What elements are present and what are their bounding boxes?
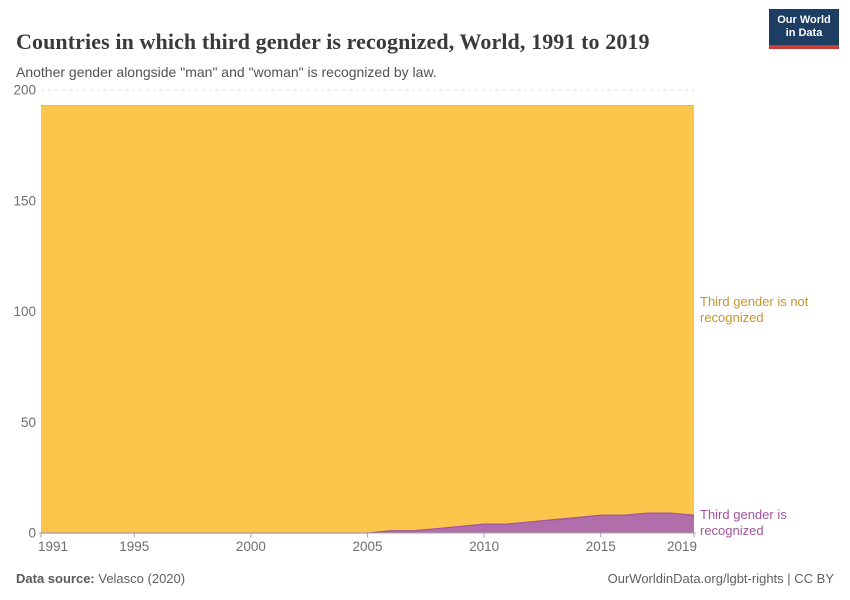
x-tick-label-1991: 1991: [38, 539, 68, 554]
chart-footer: Data source: Velasco (2020) OurWorldinDa…: [16, 571, 834, 586]
x-tick-label-2005: 2005: [352, 539, 382, 554]
owid-logo-line2: in Data: [785, 27, 823, 39]
x-tick-label-2010: 2010: [469, 539, 499, 554]
chart-title: Countries in which third gender is recog…: [16, 28, 650, 54]
y-tick-label-0: 0: [28, 526, 36, 541]
y-tick-label-200: 200: [13, 83, 36, 98]
x-tick-label-2000: 2000: [236, 539, 266, 554]
series-label-not-recognized: Third gender is not recognized: [700, 294, 845, 326]
series-label-not-recognized-line1: Third gender is not: [700, 294, 809, 309]
series-label-recognized: Third gender is recognized: [700, 507, 845, 539]
x-tick-label-1995: 1995: [119, 539, 149, 554]
series-label-recognized-line2: recognized: [700, 523, 764, 538]
area-recognized: [41, 513, 694, 533]
owid-logo: Our World in Data: [769, 9, 839, 49]
series-label-recognized-line1: Third gender is: [700, 507, 787, 522]
y-tick-label-100: 100: [13, 304, 36, 319]
chart-subtitle: Another gender alongside "man" and "woma…: [16, 64, 437, 80]
series-label-not-recognized-line2: recognized: [700, 310, 764, 325]
x-tick-label-2015: 2015: [586, 539, 616, 554]
x-tick-label-2019: 2019: [667, 539, 697, 554]
citation-link[interactable]: OurWorldinData.org/lgbt-rights | CC BY: [607, 571, 834, 586]
data-source-note: Data source: Velasco (2020): [16, 571, 185, 586]
owid-logo-line1: Our World: [777, 14, 831, 26]
area-not-recognized: [41, 105, 694, 533]
y-tick-label-50: 50: [21, 415, 36, 430]
y-tick-label-150: 150: [13, 193, 36, 208]
data-source-label: Data source:: [16, 571, 95, 586]
data-source-value: Velasco (2020): [94, 571, 186, 586]
